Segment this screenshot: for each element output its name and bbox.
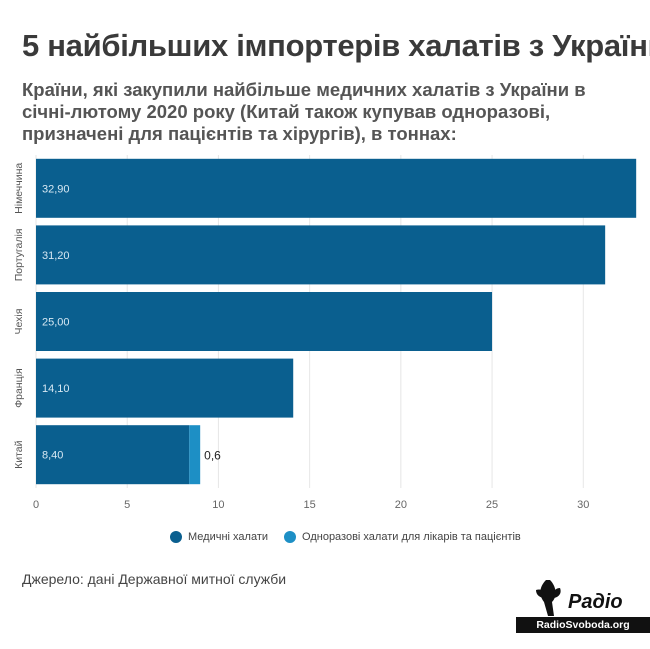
legend: Медичні халати Одноразові халати для лік…: [170, 531, 537, 543]
category-label: Чехія: [13, 309, 25, 335]
legend-swatch-medical: [170, 531, 182, 543]
category-label: Франція: [13, 368, 25, 408]
category-label: Німеччина: [13, 163, 25, 214]
x-tick-label: 10: [212, 499, 224, 511]
chart-subtitle: Країни, які закупили найбільше медичних …: [22, 79, 586, 144]
x-tick-label: 15: [304, 499, 316, 511]
x-tick-label: 20: [395, 499, 407, 511]
legend-item-medical: Медичні халати: [170, 531, 268, 543]
bar-chart: 0 5 10 15 20 25 30 32,90 Німеччина 31,20 Португалі…: [13, 155, 637, 511]
chart-title: 5 найбільших імпортерів халатів з Україн…: [22, 28, 650, 63]
legend-label-disposable: Одноразові халати для лікарів та пацієнт…: [302, 531, 521, 543]
bar-medical: [36, 158, 637, 218]
data-label-medical: 25,00: [42, 317, 70, 329]
category-label: Китай: [13, 440, 25, 469]
data-label-medical: 31,20: [42, 250, 70, 262]
bar-medical: [36, 358, 294, 418]
radio-svoboda-logo: [536, 580, 561, 616]
x-tick-label: 30: [577, 499, 589, 511]
data-label-medical: 32,90: [42, 183, 70, 195]
source-note: Джерело: дані Державної митної служби: [22, 571, 287, 587]
bar-medical: [36, 425, 190, 485]
bar-medical: [36, 225, 606, 285]
x-tick-label: 0: [33, 499, 39, 511]
x-tick-label: 25: [486, 499, 498, 511]
footer-credit: RadioSvoboda.org (RFE/RL): [516, 617, 650, 647]
x-tick-label: 5: [124, 499, 130, 511]
legend-label-medical: Медичні халати: [188, 531, 269, 543]
category-label: Португалія: [13, 229, 25, 282]
data-label-medical: 8,40: [42, 450, 63, 462]
data-label-medical: 14,10: [42, 383, 70, 395]
data-label-disposable: 0,6: [204, 449, 221, 463]
legend-item-disposable: Одноразові халати для лікарів та пацієнт…: [284, 531, 521, 543]
bar-medical: [36, 292, 493, 351]
bar-disposable: [189, 425, 201, 485]
legend-swatch-disposable: [284, 531, 297, 543]
logo-text: Радіо: [568, 591, 623, 613]
